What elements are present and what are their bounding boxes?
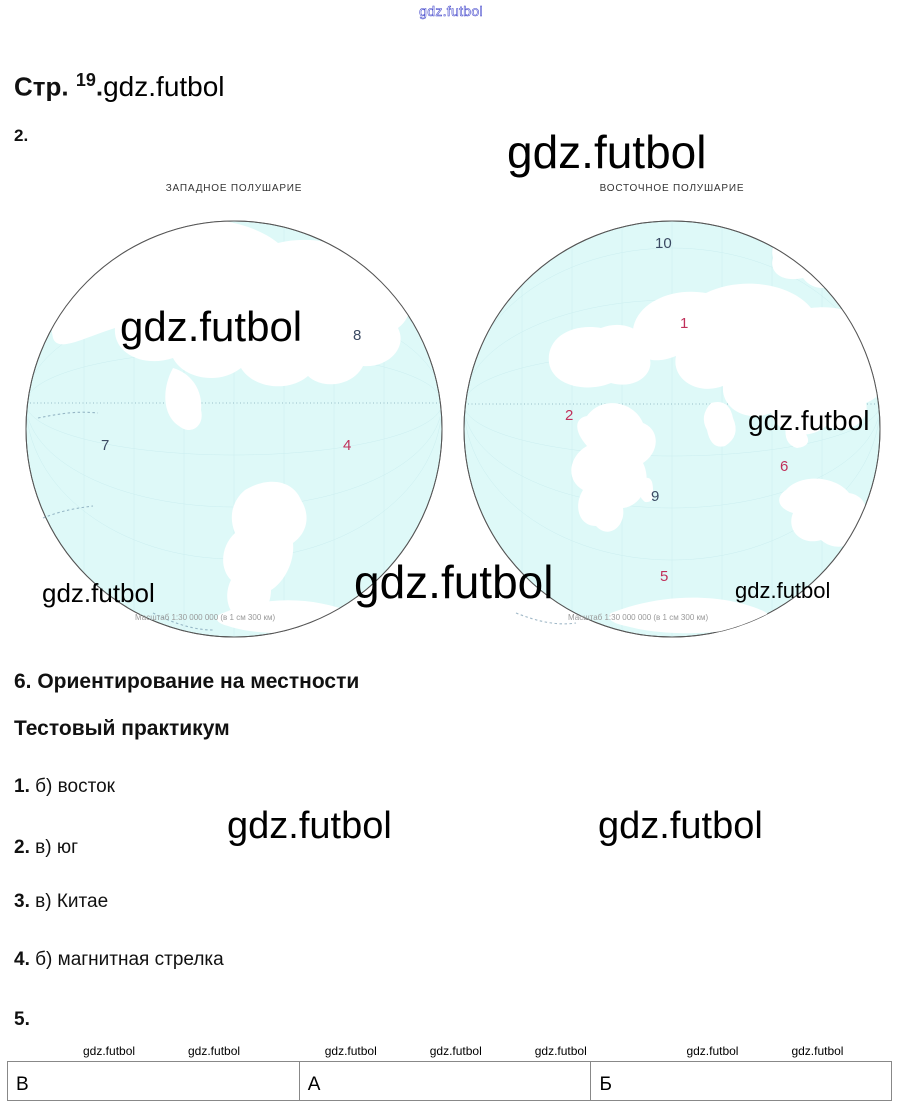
svg-text:9: 9 [651,488,659,505]
svg-text:8: 8 [353,327,361,344]
svg-text:5: 5 [660,568,668,585]
svg-text:7: 7 [101,437,109,454]
svg-text:6: 6 [780,458,788,475]
svg-text:10: 10 [655,235,672,252]
svg-text:4: 4 [343,437,351,454]
svg-text:2: 2 [565,407,573,424]
svg-text:1: 1 [680,315,688,332]
